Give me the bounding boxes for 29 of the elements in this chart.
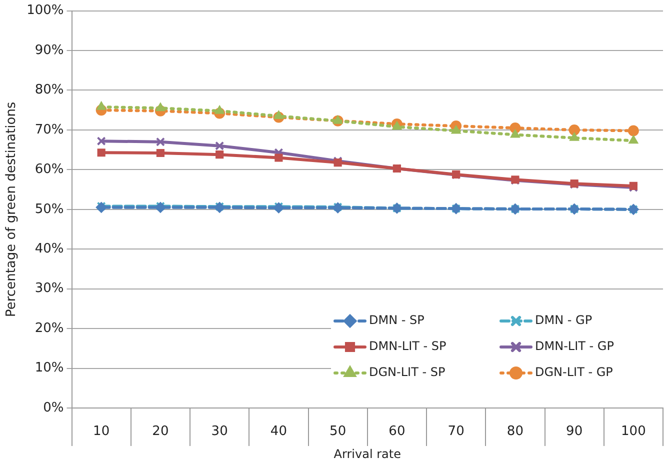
legend-label: DMN - GP [535, 313, 592, 328]
legend-label: DGN-LIT - SP [369, 365, 446, 380]
y-tick-label: 80% [34, 82, 64, 98]
x-tick-label: 90 [566, 424, 583, 440]
y-tick-label: 30% [34, 281, 64, 296]
x-tick-label: 70 [448, 424, 464, 440]
x-tick-label: 100 [621, 424, 646, 440]
legend-label: DMN-LIT - SP [369, 339, 446, 354]
x-tick-label: 60 [388, 424, 406, 440]
x-axis-title: Arrival rate [334, 446, 401, 461]
y-axis-title: Percentage of green destinations [4, 102, 20, 318]
y-tick-label: 70% [34, 122, 64, 138]
x-tick-label: 40 [270, 424, 287, 440]
x-tick-label: 80 [506, 424, 524, 440]
y-tick-label: 50% [34, 202, 64, 217]
y-tick-label: 40% [34, 241, 64, 256]
y-tick-label: 90% [34, 42, 64, 58]
legend-label: DMN - SP [369, 313, 424, 328]
y-tick-label: 0% [43, 400, 64, 416]
y-tick-label: 100% [26, 3, 64, 18]
x-tick-label: 20 [152, 424, 169, 440]
legend-label: DGN-LIT - GP [535, 365, 613, 380]
y-tick-label: 60% [34, 162, 64, 178]
x-tick-label: 30 [211, 424, 228, 440]
y-tick-label: 10% [34, 360, 64, 376]
y-tick-label: 20% [34, 320, 64, 336]
x-tick-label: 50 [330, 424, 346, 440]
x-tick-label: 10 [93, 424, 110, 440]
legend-label: DMN-LIT - GP [535, 339, 614, 354]
